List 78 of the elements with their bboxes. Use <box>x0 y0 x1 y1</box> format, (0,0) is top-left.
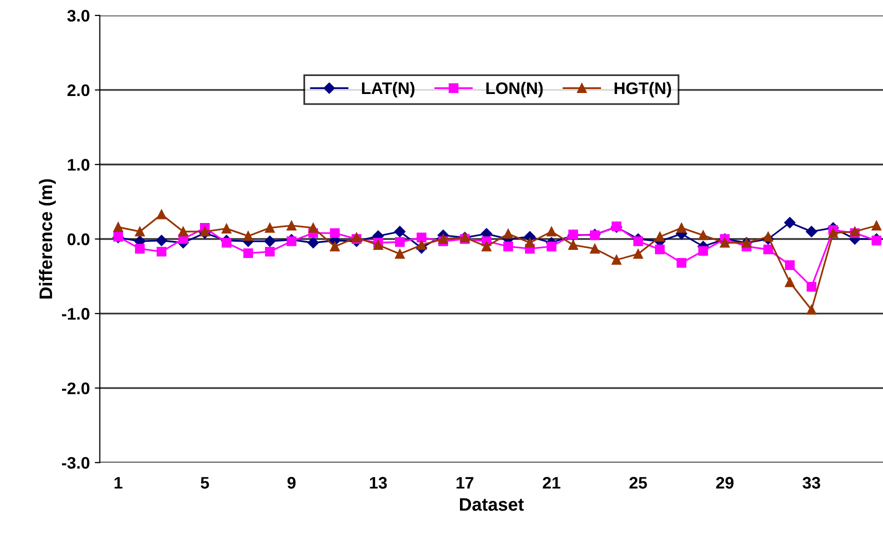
point <box>763 244 774 254</box>
point <box>784 260 795 270</box>
y-tick-label: 0.0 <box>68 233 90 246</box>
point <box>784 277 795 288</box>
point <box>264 222 275 233</box>
point <box>286 220 296 230</box>
point <box>482 242 492 252</box>
point <box>156 210 166 220</box>
point <box>222 224 232 234</box>
x-tick-label: 29 <box>716 476 734 489</box>
point <box>654 244 665 254</box>
point <box>113 222 124 232</box>
point <box>135 244 145 254</box>
point <box>416 232 426 242</box>
point <box>308 222 318 233</box>
x-tick-label: 17 <box>456 477 474 489</box>
y-tick-label: 1.0 <box>68 158 90 171</box>
point <box>394 249 405 259</box>
x-axis-title: Dataset <box>460 498 524 511</box>
x-tick-label: 25 <box>629 476 647 489</box>
point <box>373 240 384 250</box>
x-tick-label: 13 <box>370 476 387 489</box>
y-tick-label: 3.0 <box>67 10 90 22</box>
y-tick-label: -1.0 <box>62 308 90 320</box>
point <box>676 222 686 233</box>
point <box>806 282 816 292</box>
point <box>806 226 818 238</box>
point <box>178 226 188 236</box>
y-tick-label: 2.0 <box>67 84 90 96</box>
point <box>243 248 254 258</box>
point <box>156 234 168 246</box>
point <box>633 249 644 259</box>
y-tick-label: -2.0 <box>62 382 90 394</box>
point <box>503 228 514 239</box>
point <box>828 228 838 238</box>
point <box>264 246 275 257</box>
point <box>156 246 166 257</box>
point <box>524 238 535 248</box>
legend-label: LAT(N) <box>362 82 414 98</box>
x-tick-label: 21 <box>542 476 560 489</box>
point <box>633 236 644 246</box>
point <box>394 237 405 247</box>
point <box>568 240 578 250</box>
point <box>438 234 448 244</box>
point <box>698 246 708 256</box>
point <box>286 236 296 246</box>
y-axis-title: Difference (m) <box>38 179 56 299</box>
legend-label: LON(N) <box>486 82 543 98</box>
point <box>654 232 665 242</box>
x-tick-label: 5 <box>200 477 210 489</box>
point <box>612 255 622 265</box>
point <box>872 236 882 246</box>
point <box>222 238 232 248</box>
point <box>264 236 276 247</box>
point <box>330 242 340 252</box>
x-tick-label: 33 <box>802 476 820 489</box>
point <box>590 244 600 254</box>
point <box>200 226 210 236</box>
point <box>698 230 708 240</box>
point <box>330 228 340 238</box>
point <box>546 226 556 236</box>
point <box>416 240 426 250</box>
point <box>546 242 556 252</box>
legend-label: HGT(N) <box>614 82 672 98</box>
point <box>308 237 319 248</box>
y-tick-label: -3.0 <box>62 456 90 469</box>
x-tick-label: 9 <box>287 476 296 489</box>
point <box>784 217 796 228</box>
point <box>806 304 816 315</box>
point <box>872 220 882 230</box>
point <box>135 226 145 236</box>
point <box>243 231 254 241</box>
point <box>503 242 514 252</box>
point <box>720 238 730 248</box>
point <box>763 232 774 242</box>
point <box>676 258 686 268</box>
x-tick-label: 1 <box>114 477 122 489</box>
point <box>394 226 406 238</box>
